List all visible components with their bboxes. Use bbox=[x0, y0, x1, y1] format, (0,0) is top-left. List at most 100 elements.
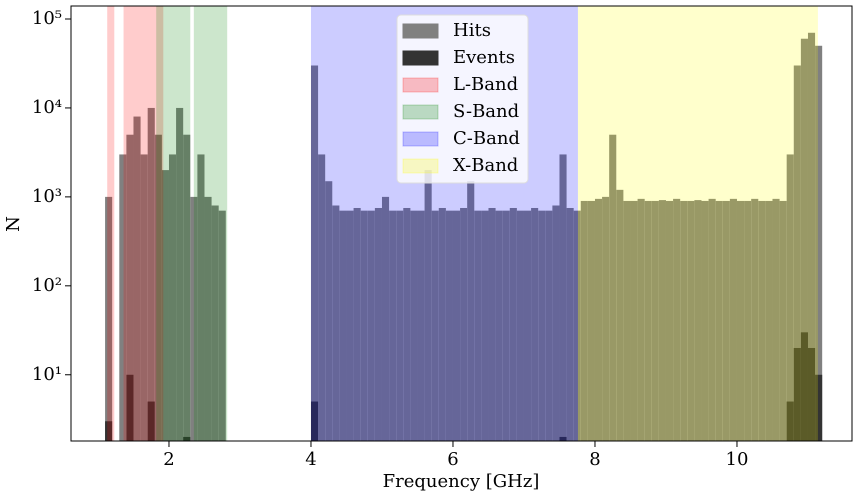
histogram-bar bbox=[658, 200, 666, 441]
histogram-bar bbox=[488, 207, 496, 441]
histogram-bar bbox=[587, 200, 595, 441]
histogram-bar bbox=[772, 198, 780, 441]
histogram-bar bbox=[119, 154, 127, 441]
x-tick-label: 4 bbox=[305, 449, 316, 470]
histogram-bar bbox=[793, 347, 801, 441]
histogram-bar bbox=[452, 210, 461, 441]
x-axis-label: Frequency [GHz] bbox=[383, 471, 540, 492]
x-tick-label: 2 bbox=[163, 449, 174, 470]
histogram-bar bbox=[580, 200, 588, 441]
histogram-bar bbox=[218, 210, 226, 441]
x-tick-label: 6 bbox=[447, 449, 458, 470]
histogram-bar bbox=[126, 374, 134, 441]
histogram-bar bbox=[531, 207, 539, 441]
histogram-bar bbox=[154, 134, 162, 441]
histogram-bar bbox=[786, 154, 794, 441]
histogram-bar bbox=[694, 200, 702, 441]
legend-swatch bbox=[402, 23, 439, 39]
histogram-bar bbox=[147, 401, 155, 441]
histogram-bar bbox=[602, 196, 610, 441]
histogram-bar bbox=[800, 332, 808, 441]
histogram-bar bbox=[140, 154, 148, 441]
x-tick-label: 8 bbox=[589, 449, 600, 470]
histogram-bar bbox=[360, 210, 368, 441]
legend-label: S-Band bbox=[453, 101, 519, 122]
histogram-bar bbox=[211, 205, 219, 441]
histogram-bar bbox=[126, 134, 134, 441]
histogram-bar bbox=[310, 401, 319, 441]
legend-swatch bbox=[402, 77, 439, 93]
histogram-bar bbox=[168, 154, 177, 441]
histogram-bar bbox=[637, 198, 645, 441]
histogram-bar bbox=[665, 200, 674, 441]
legend-swatch bbox=[402, 50, 439, 66]
histogram-bar bbox=[715, 200, 723, 441]
histogram-bar bbox=[502, 210, 510, 441]
histogram-bar bbox=[197, 154, 205, 441]
legend-label: Hits bbox=[453, 20, 491, 41]
histogram-bar bbox=[651, 200, 659, 441]
histogram-bar bbox=[353, 207, 361, 441]
histogram-bar bbox=[332, 205, 340, 441]
histogram-bar bbox=[708, 198, 716, 441]
plot-frame bbox=[70, 5, 853, 442]
y-tick-label: 10¹ bbox=[32, 364, 62, 385]
histogram-bar bbox=[325, 181, 333, 441]
histogram-bar bbox=[516, 210, 524, 441]
histogram-bar bbox=[630, 200, 638, 441]
histogram-bar bbox=[381, 196, 390, 441]
histogram-bar bbox=[552, 205, 560, 441]
histogram-bar bbox=[573, 210, 581, 441]
histogram-bar bbox=[161, 170, 169, 441]
histogram-bar bbox=[105, 196, 113, 441]
histogram-bar bbox=[431, 210, 439, 441]
histogram-bar bbox=[779, 200, 787, 441]
histogram-bar bbox=[687, 200, 695, 441]
band-span bbox=[193, 6, 228, 441]
legend-label: Events bbox=[453, 47, 515, 68]
legend-label: L-Band bbox=[453, 74, 518, 95]
histogram-bar bbox=[722, 200, 730, 441]
histogram-bar bbox=[318, 154, 326, 441]
histogram-bar bbox=[204, 196, 212, 441]
histogram-bar bbox=[807, 32, 816, 441]
histogram-bar bbox=[680, 200, 688, 441]
histogram-bar bbox=[474, 210, 482, 441]
legend-label: X-Band bbox=[453, 155, 518, 176]
histogram-bar bbox=[566, 207, 574, 441]
band-span bbox=[123, 6, 164, 441]
histogram-bar bbox=[424, 170, 432, 441]
histogram-bar bbox=[190, 196, 198, 441]
legend-swatch bbox=[402, 158, 439, 174]
histogram-bar bbox=[346, 210, 354, 441]
histogram-bar bbox=[744, 200, 752, 441]
histogram-bar bbox=[481, 210, 489, 441]
y-axis-label: N bbox=[3, 216, 24, 232]
histogram-bar bbox=[417, 210, 425, 441]
histogram-bar bbox=[545, 210, 553, 441]
histogram-bar bbox=[183, 436, 191, 441]
histogram-bar bbox=[594, 198, 603, 441]
histogram-bar bbox=[410, 210, 418, 441]
histogram-bar bbox=[445, 210, 453, 441]
histogram-bar bbox=[467, 181, 475, 441]
histogram-bar bbox=[609, 134, 617, 441]
legend-swatch bbox=[402, 131, 439, 147]
histogram-bar bbox=[403, 207, 411, 441]
histogram-bar bbox=[460, 207, 468, 441]
histogram-bar bbox=[815, 374, 823, 441]
histogram-bar bbox=[310, 65, 319, 441]
histogram-bar bbox=[538, 210, 546, 441]
histogram-bar bbox=[729, 198, 737, 441]
histogram-bar bbox=[495, 210, 503, 441]
histogram-bar bbox=[623, 200, 631, 441]
histogram-bar bbox=[396, 210, 404, 441]
histogram-bar bbox=[147, 107, 155, 441]
histogram-bar bbox=[438, 207, 446, 441]
histogram-bar bbox=[523, 210, 532, 441]
histogram-bar bbox=[176, 107, 184, 441]
histogram-bar bbox=[367, 210, 375, 441]
histogram-bar bbox=[133, 116, 141, 441]
histogram-bar bbox=[389, 210, 397, 441]
